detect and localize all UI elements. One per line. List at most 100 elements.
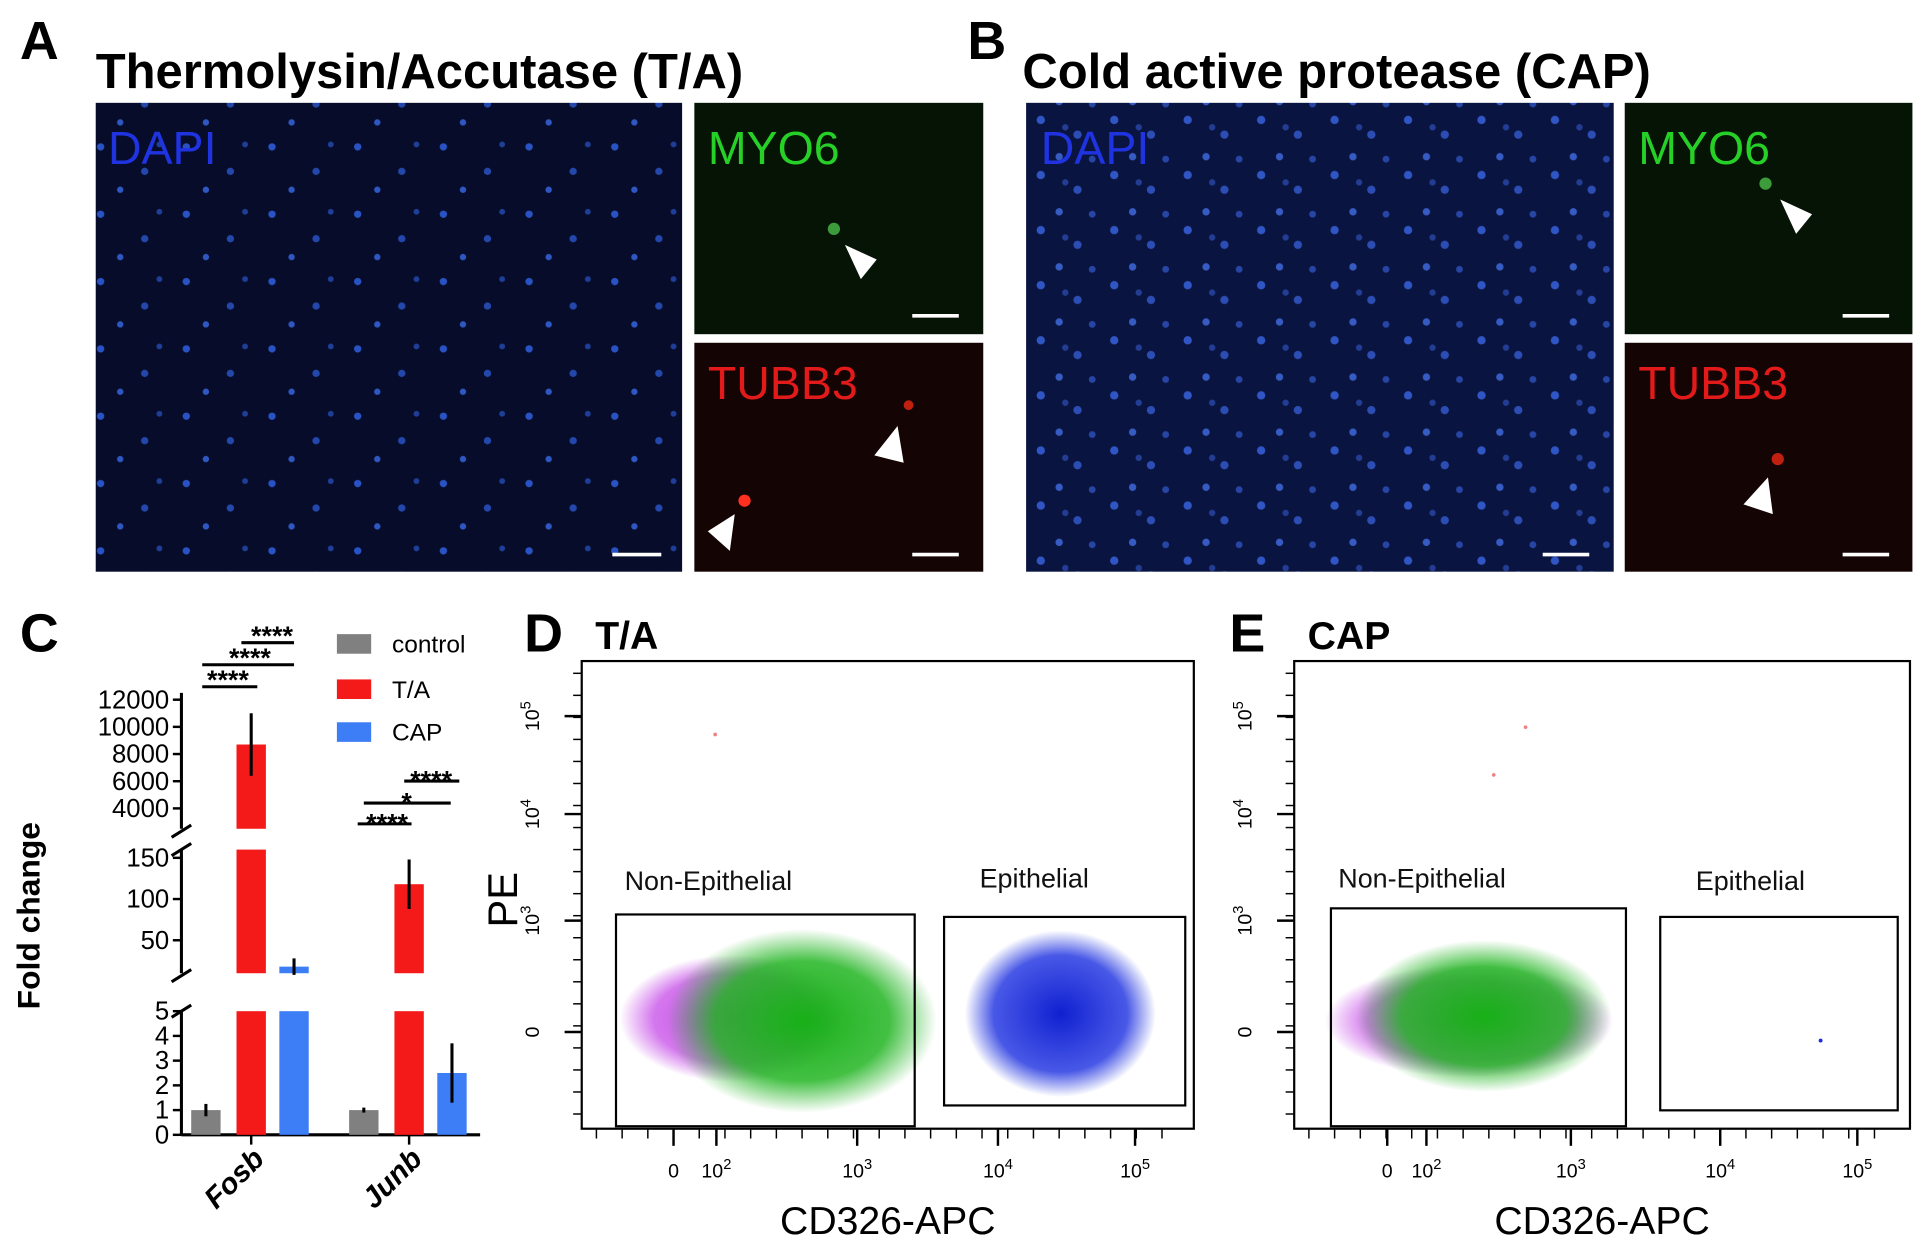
- tick-label: 103: [1556, 1157, 1586, 1183]
- panel-title: T/A: [595, 615, 658, 658]
- tick-exp: 5: [518, 701, 534, 709]
- stain-label: MYO6: [708, 122, 840, 174]
- event: [1818, 1038, 1823, 1043]
- x-tick-label: Junb: [356, 1142, 429, 1215]
- axis-break: [170, 968, 193, 984]
- tick-label: 104: [1231, 799, 1257, 829]
- panel-title: Cold active protease (CAP): [1022, 45, 1650, 99]
- micrograph: [694, 102, 984, 335]
- x-tick-label: Fosb: [198, 1142, 271, 1215]
- event: [713, 732, 717, 737]
- tick-exp: 4: [518, 799, 534, 807]
- tick-label: 104: [518, 799, 544, 829]
- tick-base: 10: [522, 914, 544, 936]
- panel-letter: A: [20, 11, 59, 71]
- cell: [903, 400, 914, 411]
- tick-label: 102: [701, 1157, 731, 1183]
- y-tick-label: 100: [126, 886, 169, 914]
- cell: [738, 494, 751, 507]
- tick-base: 10: [1120, 1161, 1142, 1183]
- axis-break: [170, 842, 193, 858]
- tick-exp: 4: [1727, 1157, 1735, 1173]
- tick-label: 105: [1842, 1157, 1872, 1183]
- tick-exp: 2: [1433, 1157, 1441, 1173]
- gate: [1329, 907, 1628, 1128]
- y-tick-label: 6000: [112, 768, 169, 796]
- tick-base: 10: [1234, 709, 1256, 731]
- y-tick-label: 10000: [98, 713, 169, 741]
- bar: [394, 1011, 424, 1135]
- x-axis-label: CD326-APC: [780, 1200, 995, 1243]
- micrograph: [1624, 342, 1913, 572]
- micrograph: [95, 102, 683, 572]
- y-tick-label: 1: [155, 1097, 169, 1125]
- tick-base: 10: [1411, 1161, 1433, 1183]
- significance: ****: [251, 621, 293, 651]
- arrowhead: [1780, 199, 1813, 234]
- tick-label: 103: [518, 906, 544, 936]
- density-cloud: [667, 929, 937, 1113]
- y-tick-label: 4: [155, 1022, 169, 1050]
- tick-label: 0: [1382, 1161, 1393, 1183]
- legend-label: T/A: [392, 677, 431, 704]
- tick-label: 103: [1231, 906, 1257, 936]
- tick-label: 104: [1705, 1157, 1735, 1183]
- tick-exp: 5: [1142, 1157, 1150, 1173]
- significance: ****: [207, 665, 249, 695]
- y-tick-label: 0: [155, 1121, 169, 1149]
- legend-swatch: [336, 679, 372, 700]
- tick-label: 105: [1120, 1157, 1150, 1183]
- arrowhead: [1743, 477, 1773, 515]
- y-tick-label: 50: [141, 927, 170, 955]
- tick-exp: 5: [1231, 701, 1247, 709]
- flow-density: [619, 725, 1823, 1113]
- cell: [1771, 452, 1784, 466]
- tick-exp: 3: [1231, 906, 1247, 914]
- tick-label: 105: [1231, 701, 1257, 731]
- tick-label: 102: [1411, 1157, 1441, 1183]
- gate-label: Non-Epithelial: [625, 866, 793, 896]
- micrograph: [1026, 102, 1614, 572]
- stain-label: DAPI: [1041, 122, 1150, 174]
- y-tick-label: 5: [155, 998, 169, 1026]
- panel-letter: C: [20, 603, 59, 663]
- tick-exp: 3: [518, 906, 534, 914]
- bar: [349, 1110, 379, 1135]
- tick-base: 10: [1234, 914, 1256, 936]
- stain-label: TUBB3: [708, 357, 858, 409]
- tick-exp: 4: [1231, 799, 1247, 807]
- legend-label: control: [392, 631, 465, 658]
- tick-exp: 4: [1005, 1157, 1013, 1173]
- y-axis-label: Fold change: [10, 822, 46, 1009]
- cell: [827, 222, 841, 236]
- gate-label: Epithelial: [980, 864, 1089, 894]
- panel-title: Thermolysin/Accutase (T/A): [96, 45, 743, 99]
- tick-base: 10: [1556, 1161, 1578, 1183]
- stain-label: DAPI: [108, 122, 217, 174]
- gate-label: Non-Epithelial: [1338, 864, 1506, 894]
- axis-break: [170, 823, 193, 839]
- x-axis-label: CD326-APC: [1494, 1200, 1709, 1243]
- arrowhead: [707, 514, 735, 551]
- tick-label: 0: [1234, 1026, 1256, 1037]
- plot-frame: [580, 659, 1195, 1130]
- gate-label: Epithelial: [1696, 866, 1805, 896]
- tick-label: 105: [518, 701, 544, 731]
- density-cloud: [964, 930, 1156, 1097]
- tick-exp: 2: [723, 1157, 731, 1173]
- tick-base: 10: [522, 807, 544, 829]
- bar: [279, 1011, 309, 1135]
- y-axis-label: PE: [479, 872, 526, 928]
- arrowhead: [844, 244, 877, 280]
- tick-base: 10: [1705, 1161, 1727, 1183]
- legend-label: CAP: [392, 720, 442, 747]
- tick-base: 10: [1234, 807, 1256, 829]
- bar: [236, 1011, 266, 1135]
- significance: ****: [229, 643, 271, 673]
- event: [1523, 725, 1528, 730]
- tick-base: 10: [1842, 1161, 1864, 1183]
- y-tick-label: 12000: [98, 686, 169, 714]
- y-tick-label: 8000: [112, 741, 169, 769]
- y-tick-label: 4000: [112, 795, 169, 823]
